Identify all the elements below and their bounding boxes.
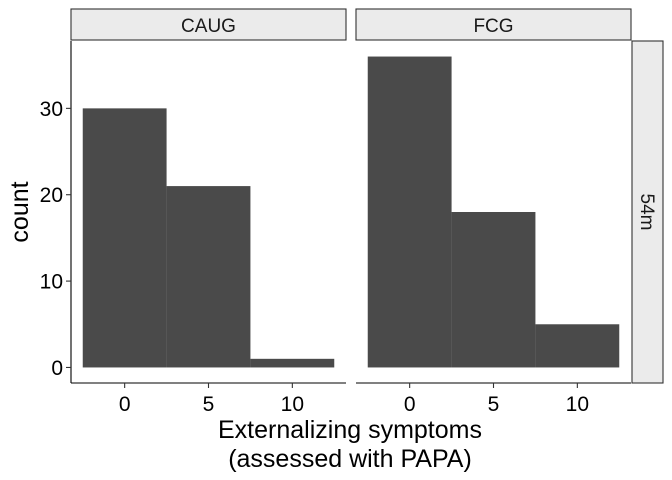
x-tick-label: 0 [119, 393, 131, 416]
y-tick-label: 30 [40, 98, 63, 121]
x-axis-fcg: 0 5 10 [356, 382, 631, 416]
facet-strip-caug: CAUG [70, 8, 347, 41]
panel-caug [82, 108, 335, 368]
x-tick-label: 10 [566, 393, 589, 416]
x-tick-label: 10 [281, 393, 304, 416]
panel-fcg [367, 56, 620, 368]
y-tick-label: 10 [40, 271, 63, 294]
bar-caug-bin-2 [250, 358, 335, 368]
x-axis-title-line1: Externalizing symptoms [218, 416, 482, 444]
y-tick-label: 20 [40, 184, 63, 207]
bar-fcg-bin-0 [367, 56, 452, 368]
bar-caug-bin-0 [82, 108, 167, 368]
x-axis-caug: 0 5 10 [71, 382, 346, 416]
y-axis-title: count [6, 181, 34, 242]
y-axis: 0 10 20 30 [40, 41, 72, 383]
x-tick-label: 5 [488, 393, 500, 416]
x-tick-label: 0 [404, 393, 416, 416]
x-axis-title-line2: (assessed with PAPA) [228, 445, 472, 473]
facet-label-caug: CAUG [181, 16, 236, 37]
x-tick-label: 5 [203, 393, 215, 416]
facet-strip-fcg: FCG [355, 8, 632, 41]
row-strip-label: 54m [636, 194, 657, 231]
row-strip: 54m [631, 40, 664, 384]
y-tick-label: 0 [51, 357, 63, 380]
facet-label-fcg: FCG [473, 16, 513, 37]
bar-fcg-bin-1 [451, 212, 536, 368]
bar-caug-bin-1 [166, 186, 251, 368]
bar-fcg-bin-2 [535, 324, 620, 368]
